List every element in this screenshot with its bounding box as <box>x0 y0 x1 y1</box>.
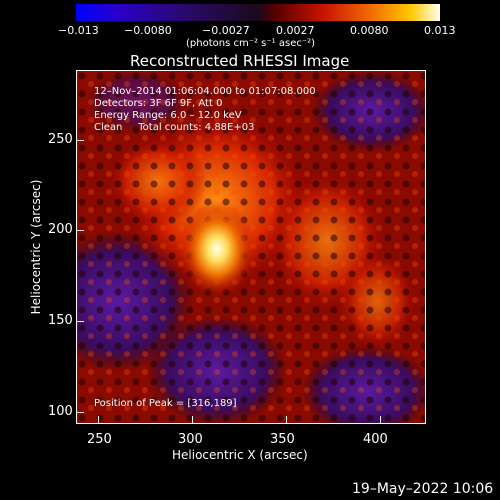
peak-position: Position of Peak = [316,189] <box>94 398 237 409</box>
y-tick-label: 100 <box>48 404 73 419</box>
x-tick-label: 300 <box>178 432 203 447</box>
timestamp: 19–May–2022 10:06 <box>352 481 494 497</box>
colorbar-tick-label: 0.0027 <box>276 24 315 37</box>
x-tick-label: 400 <box>363 432 388 447</box>
y-tick-label: 250 <box>48 132 73 147</box>
info-total-counts: Clean Total counts: 4.88E+03 <box>94 122 255 133</box>
x-tick <box>286 416 287 424</box>
info-energy-range: Energy Range: 6.0 – 12.0 keV <box>94 110 242 121</box>
y-tick-label: 200 <box>48 222 73 237</box>
x-axis-label: Heliocentric X (arcsec) <box>172 448 308 462</box>
colorbar-tick-label: −0.013 <box>58 24 99 37</box>
colorbar-units: (photons cm⁻² s⁻¹ asec⁻²) <box>186 38 316 49</box>
x-tick <box>98 416 99 424</box>
y-tick <box>76 140 84 141</box>
y-tick <box>76 412 84 413</box>
plot-title: Reconstructed RHESSI Image <box>130 52 350 70</box>
x-tick <box>380 416 381 424</box>
info-detectors: Detectors: 3F 6F 9F, Att 0 <box>94 98 223 109</box>
colorbar-tick-label: 0.0080 <box>350 24 389 37</box>
colorbar-tick-label: −0.0080 <box>124 24 172 37</box>
plot-frame <box>76 70 426 424</box>
y-axis-label: Heliocentric Y (arcsec) <box>29 179 43 315</box>
x-tick-label: 250 <box>87 432 112 447</box>
x-tick <box>192 416 193 424</box>
x-tick-label: 350 <box>270 432 295 447</box>
colorbar-tick-label: 0.013 <box>424 24 456 37</box>
rhessi-image <box>77 71 426 424</box>
y-tick-label: 150 <box>48 313 73 328</box>
colorbar <box>76 4 440 21</box>
y-tick <box>76 230 84 231</box>
colorbar-tick-label: −0.0027 <box>202 24 250 37</box>
y-tick <box>76 321 84 322</box>
info-time-range: 12–Nov–2014 01:06:04.000 to 01:07:08.000 <box>94 86 316 97</box>
